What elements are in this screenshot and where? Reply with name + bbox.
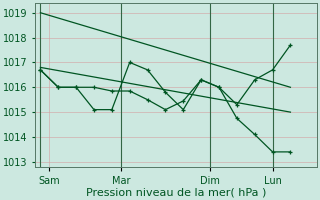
X-axis label: Pression niveau de la mer( hPa ): Pression niveau de la mer( hPa ) [86,187,266,197]
